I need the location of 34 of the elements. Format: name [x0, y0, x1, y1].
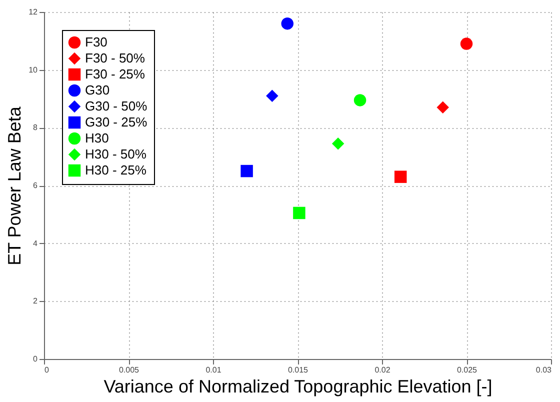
legend-label: G30 — [85, 82, 110, 98]
x-tick-label: 0 — [44, 366, 50, 374]
x-tick-label: 0.025 — [456, 366, 478, 374]
y-tick-label: 0 — [33, 354, 38, 364]
point — [332, 137, 344, 150]
legend-label: F30 - 25% — [85, 66, 146, 82]
point — [354, 94, 366, 106]
x-tick-label: 0.01 — [206, 366, 222, 374]
legend-label: G30 - 50% — [85, 98, 148, 114]
point — [293, 206, 306, 220]
legend-label: G30 - 25% — [85, 114, 148, 130]
y-axis-title: ET Power Law Beta — [4, 106, 25, 266]
point — [240, 164, 253, 178]
x-tick-label: 0.005 — [118, 366, 140, 374]
point — [460, 38, 473, 50]
y-tick-label: 2 — [33, 296, 38, 306]
y-tick-label: 8 — [33, 123, 38, 132]
y-tick-label: 10 — [28, 65, 38, 74]
x-axis-title: Variance of Normalized Topographic Elevation [-] — [104, 376, 492, 396]
point — [266, 90, 278, 102]
point — [394, 170, 407, 183]
legend-label: H30 — [85, 130, 109, 146]
y-tick-label: 12 — [28, 8, 38, 16]
legend-label: F30 - 50% — [85, 50, 146, 66]
legend-label: H30 - 50% — [85, 146, 147, 162]
y-tick-label: 4 — [33, 238, 38, 248]
point — [281, 17, 294, 30]
legend-label: H30 - 25% — [85, 162, 147, 178]
x-tick-label: 0.03 — [536, 366, 552, 374]
y-tick-label: 6 — [33, 181, 38, 190]
legend-label: F30 — [85, 34, 108, 50]
x-tick-label: 0.015 — [288, 366, 309, 374]
point — [436, 101, 449, 114]
x-tick-label: 0.02 — [374, 366, 391, 374]
